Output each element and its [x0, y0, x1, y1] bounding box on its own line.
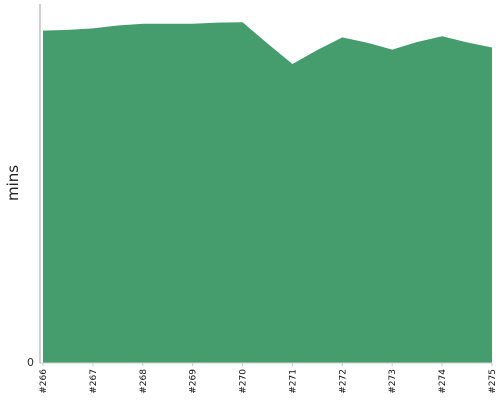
y-tick-label: 0 — [27, 356, 34, 369]
x-tick-label: #267 — [89, 369, 99, 394]
x-tick-label: #271 — [288, 369, 298, 394]
x-tick-label: #273 — [388, 369, 398, 394]
x-tick-label: #269 — [189, 369, 199, 394]
x-tick-label: #272 — [338, 369, 348, 394]
y-axis-label: mins — [4, 165, 22, 201]
area-series — [43, 22, 492, 364]
y-axis-ticks: 0 — [27, 356, 34, 369]
plot-area — [43, 22, 492, 364]
x-tick-label: #266 — [39, 369, 49, 394]
x-tick-label: #275 — [488, 369, 498, 394]
x-tick-label: #270 — [239, 369, 249, 394]
x-tick-label: #268 — [139, 369, 149, 394]
x-tick-label: #274 — [438, 369, 448, 394]
x-axis-ticks: #266 #267 #268 #269 #270 #271 #272 #273 #274 #275 — [39, 363, 498, 394]
